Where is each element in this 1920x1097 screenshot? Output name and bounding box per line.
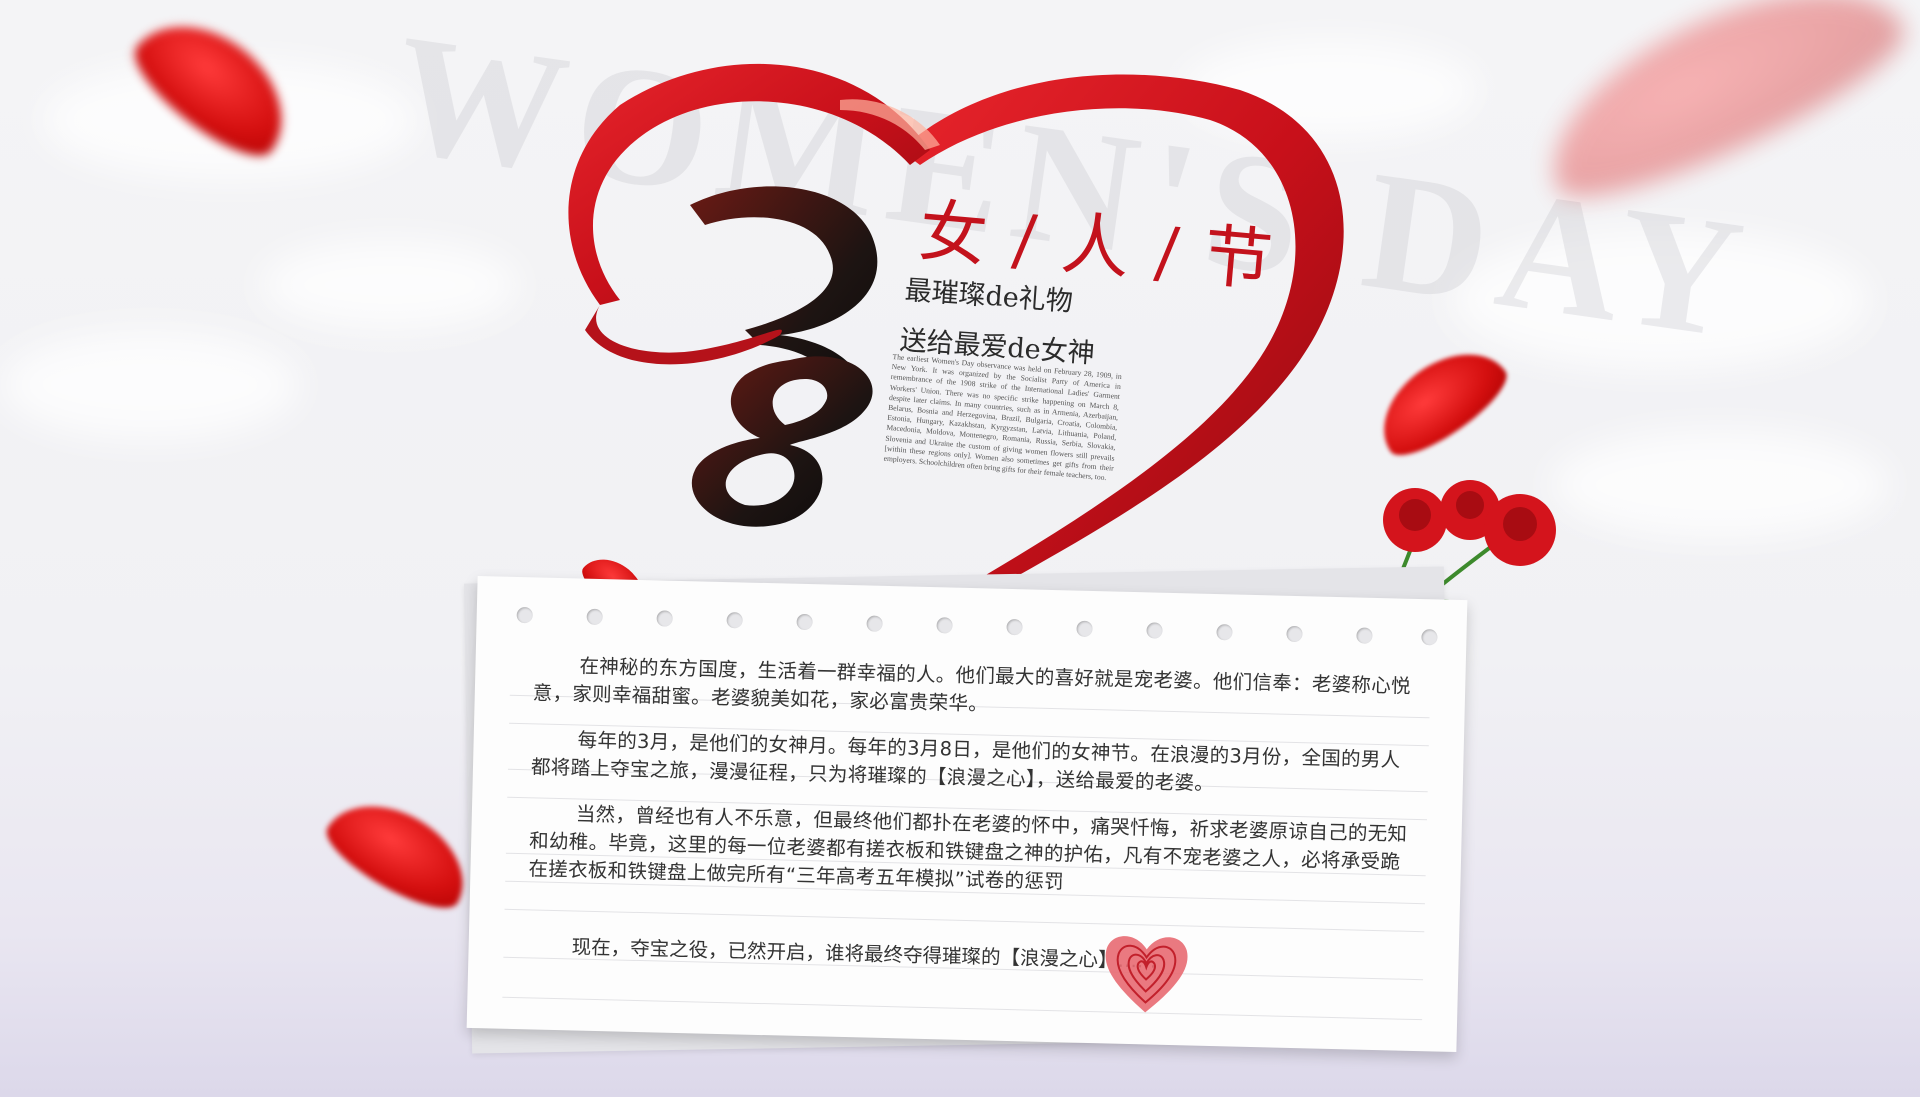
fingerprint-heart-icon: [1105, 936, 1188, 1013]
figure-8: [691, 356, 873, 527]
cloud: [0, 330, 300, 440]
punch-hole: [1216, 624, 1233, 641]
cloud: [1450, 230, 1870, 370]
title-block: 女/人/节: [916, 175, 1301, 304]
ribbon-swirl: [585, 305, 782, 365]
punch-hole: [866, 615, 883, 632]
punch-hole: [726, 612, 743, 629]
rose-bloom: [1456, 491, 1484, 519]
note-card: 在神秘的东方国度，生活着一群幸福的人。他们最大的喜好就是宠老婆。他们信奉：老婆称…: [466, 575, 1468, 1053]
punch-hole: [936, 617, 953, 634]
ribbon-gleam: [840, 99, 940, 150]
story-paragraph-1: 在神秘的东方国度，生活着一群幸福的人。他们最大的喜好就是宠老婆。他们信奉：老婆称…: [532, 654, 1412, 716]
english-paragraph: The earliest Women's Day observance was …: [883, 352, 1123, 483]
punch-hole: [1421, 629, 1438, 646]
rose-bloom: [1399, 499, 1431, 531]
story-paragraph-2: 每年的3月，是他们的女神月。每年的3月8日，是他们的女神节。在浪漫的3月份，全国…: [530, 728, 1401, 796]
punch-hole: [796, 613, 813, 631]
punch-hole: [1006, 618, 1023, 636]
punch-hole: [1146, 622, 1163, 639]
punch-hole: [1286, 625, 1303, 643]
punch-hole: [516, 606, 533, 624]
ruled-line: [502, 996, 1423, 1021]
heart-ribbon-left: [568, 63, 930, 306]
punch-hole: [656, 610, 673, 627]
closing-line: 现在，夺宝之役，已然开启，谁将最终夺得璀璨的【浪漫之心】……: [571, 935, 1157, 973]
rose-bloom: [1503, 507, 1537, 541]
punch-hole: [586, 608, 603, 626]
cloud: [260, 240, 520, 330]
punch-hole: [1356, 627, 1373, 644]
punch-hole: [1076, 620, 1093, 638]
heart-ribbon-right: [900, 74, 1344, 608]
cloud: [1550, 430, 1890, 540]
ruled-line: [504, 908, 1425, 933]
